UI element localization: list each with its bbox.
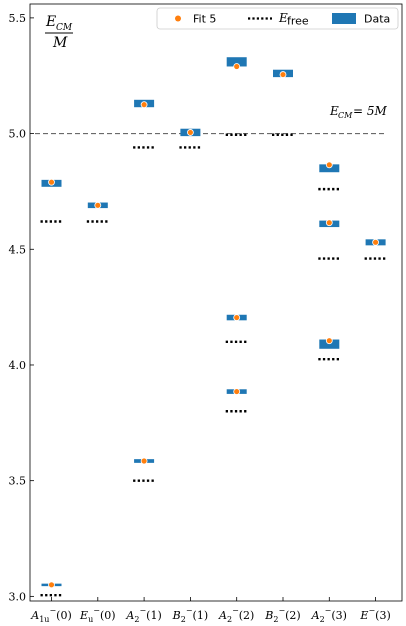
x-tick-label: Eu−(0) bbox=[79, 606, 115, 624]
fit-point bbox=[140, 457, 148, 465]
threshold-label: E CM = 5M bbox=[329, 104, 388, 120]
y-axis-label-subscript: CM bbox=[56, 23, 73, 33]
legend-fit-marker bbox=[175, 15, 181, 22]
legend-data-marker bbox=[332, 13, 356, 24]
x-tick-label: E−(3) bbox=[359, 606, 390, 622]
legend: Fit 5 E free Data bbox=[156, 7, 399, 30]
x-axis-ticks: A1u−(0) Eu−(0) A2−(1) B2−(1) A2−(2) B2−(2) A2−… bbox=[30, 597, 391, 624]
fit-point bbox=[233, 388, 241, 395]
legend-free-label-e: E bbox=[278, 11, 288, 25]
x-tick-label: A2−(1) bbox=[125, 606, 161, 624]
fit-point bbox=[325, 337, 333, 345]
legend-data-label: Data bbox=[364, 13, 390, 26]
y-tick-label: 3.5 bbox=[9, 475, 27, 488]
fit-point bbox=[233, 63, 241, 70]
fit-point bbox=[325, 161, 333, 169]
data-band bbox=[226, 57, 247, 67]
y-axis-label-denominator: M bbox=[52, 35, 68, 51]
x-tick-label: A2−(3) bbox=[311, 606, 347, 624]
y-axis-ticks: 3.0 3.5 4.0 4.5 5.0 5.5 bbox=[9, 12, 34, 603]
data-marks bbox=[40, 57, 387, 597]
fit-point bbox=[140, 101, 148, 109]
y-axis-label: E CM M bbox=[45, 14, 73, 51]
y-tick-label: 3.0 bbox=[9, 590, 27, 603]
legend-free-label: E free bbox=[278, 11, 309, 28]
y-axis-label-numerator: E bbox=[45, 14, 56, 30]
x-tick-label: B2−(2) bbox=[264, 606, 300, 624]
fit-point bbox=[233, 314, 241, 321]
threshold-label-subscript: CM bbox=[338, 111, 353, 120]
fit-point bbox=[186, 129, 194, 136]
legend-free-label-subscript: free bbox=[287, 15, 309, 28]
y-tick-label: 4.5 bbox=[9, 243, 27, 256]
threshold-label-e: E bbox=[329, 104, 339, 118]
fit-point bbox=[94, 201, 102, 209]
y-tick-label: 5.5 bbox=[9, 12, 27, 25]
fit-point bbox=[48, 581, 55, 589]
y-tick-label: 4.0 bbox=[9, 359, 27, 372]
data-band bbox=[319, 164, 340, 173]
x-tick-label: A2−(2) bbox=[218, 606, 254, 624]
fit-point bbox=[279, 71, 287, 78]
plot-frame bbox=[29, 3, 403, 602]
fit-point bbox=[372, 238, 380, 246]
data-band bbox=[319, 339, 340, 349]
threshold-label-rhs: = 5M bbox=[353, 104, 388, 118]
fit-point bbox=[48, 178, 55, 186]
fit-point bbox=[325, 219, 333, 227]
x-tick-label: B2−(1) bbox=[172, 606, 208, 624]
y-tick-label: 5.0 bbox=[9, 128, 27, 141]
legend-fit-label: Fit 5 bbox=[193, 13, 216, 26]
x-tick-label: A1u−(0) bbox=[30, 606, 72, 624]
